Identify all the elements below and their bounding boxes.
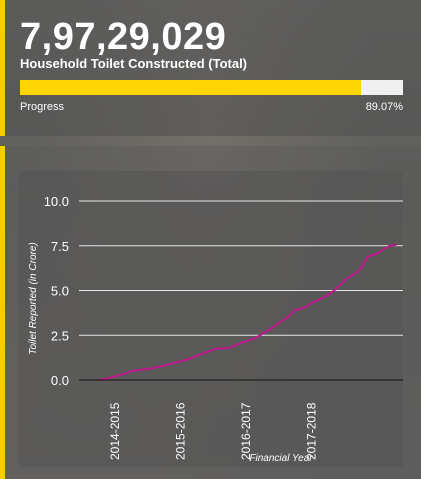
chart-area: 0.0 2.5 5.0 7.5 10.0 2014-2015 2015-2016 2016-… xyxy=(19,171,403,467)
line-chart: 0.0 2.5 5.0 7.5 10.0 2014-2015 2015-2016 2016-… xyxy=(28,194,403,464)
progress-value: 89.07% xyxy=(365,101,403,113)
summary-accent-stripe xyxy=(0,0,5,136)
x-tick-label: 2014-2015 xyxy=(108,402,122,460)
progress-bar-fill xyxy=(20,80,362,95)
x-tick-label: 2016-2017 xyxy=(239,402,253,460)
progress-label: Progress xyxy=(20,101,65,113)
chart-accent-stripe xyxy=(0,146,5,479)
y-tick-label: 10.0 xyxy=(44,194,69,209)
x-tick-label: 2015-2016 xyxy=(173,402,187,460)
y-tick-label: 7.5 xyxy=(51,239,69,254)
y-tick-label: 5.0 xyxy=(51,284,69,299)
x-axis-title: Financial Year xyxy=(249,453,313,464)
y-axis-title: Toilet Reported (in Crore) xyxy=(28,242,39,354)
y-tick-labels: 0.0 2.5 5.0 7.5 10.0 xyxy=(44,194,69,388)
progress-bar xyxy=(20,80,403,95)
grid-lines xyxy=(79,200,403,381)
series-line xyxy=(98,243,397,381)
x-tick-labels: 2014-2015 2015-2016 2016-2017 2017-2018 xyxy=(108,402,318,460)
total-count: 7,97,29,029 xyxy=(20,16,227,58)
summary-card xyxy=(0,0,421,136)
summary-title: Household Toilet Constructed (Total) xyxy=(20,56,248,71)
y-tick-label: 2.5 xyxy=(51,328,69,343)
y-tick-label: 0.0 xyxy=(51,373,69,388)
x-tick-label: 2017-2018 xyxy=(304,402,318,460)
